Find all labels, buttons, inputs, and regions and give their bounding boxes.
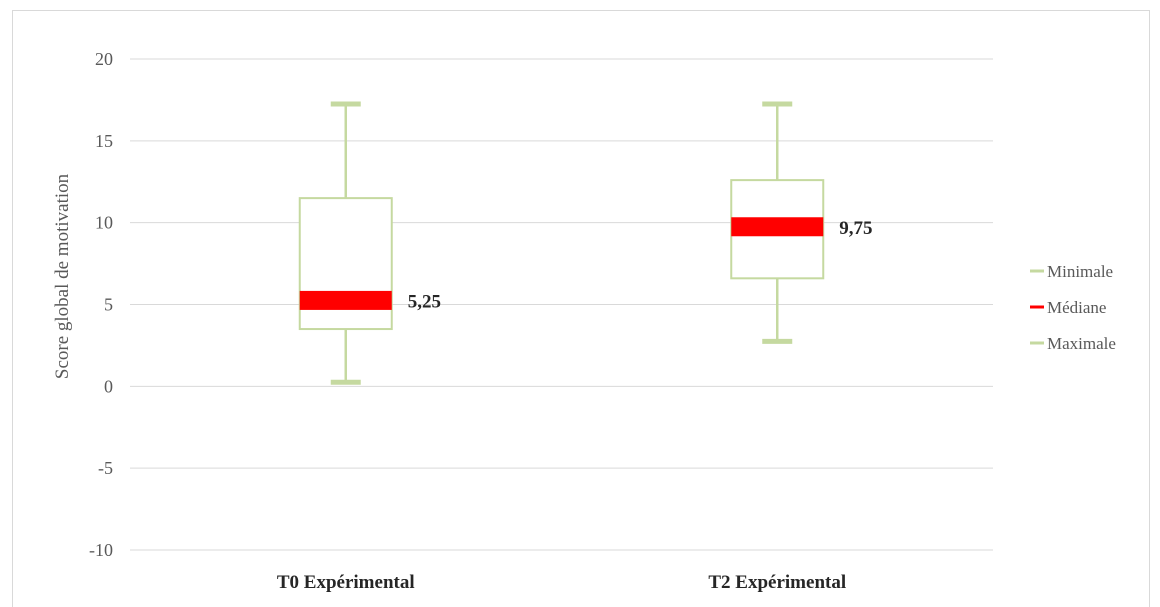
median-data-label: 5,25	[408, 291, 441, 312]
y-tick-label: 10	[95, 213, 113, 233]
legend-label: Médiane	[1047, 298, 1106, 317]
y-axis-title: Score global de motivation	[52, 173, 73, 379]
median-data-label: 9,75	[839, 218, 872, 239]
y-tick-label: -10	[89, 540, 113, 560]
x-category-label: T0 Expérimental	[277, 572, 415, 593]
legend-label: Minimale	[1047, 262, 1113, 281]
legend-label: Maximale	[1047, 334, 1116, 353]
median-bar	[731, 217, 824, 237]
y-tick-label: 20	[95, 49, 113, 69]
chart-frame	[12, 10, 1150, 607]
median-bar	[299, 290, 392, 310]
y-tick-label: 15	[95, 131, 113, 151]
y-tick-label: 0	[104, 376, 113, 396]
y-tick-label: 5	[104, 295, 113, 315]
x-category-label: T2 Expérimental	[708, 572, 846, 593]
y-tick-label: -5	[98, 458, 113, 478]
